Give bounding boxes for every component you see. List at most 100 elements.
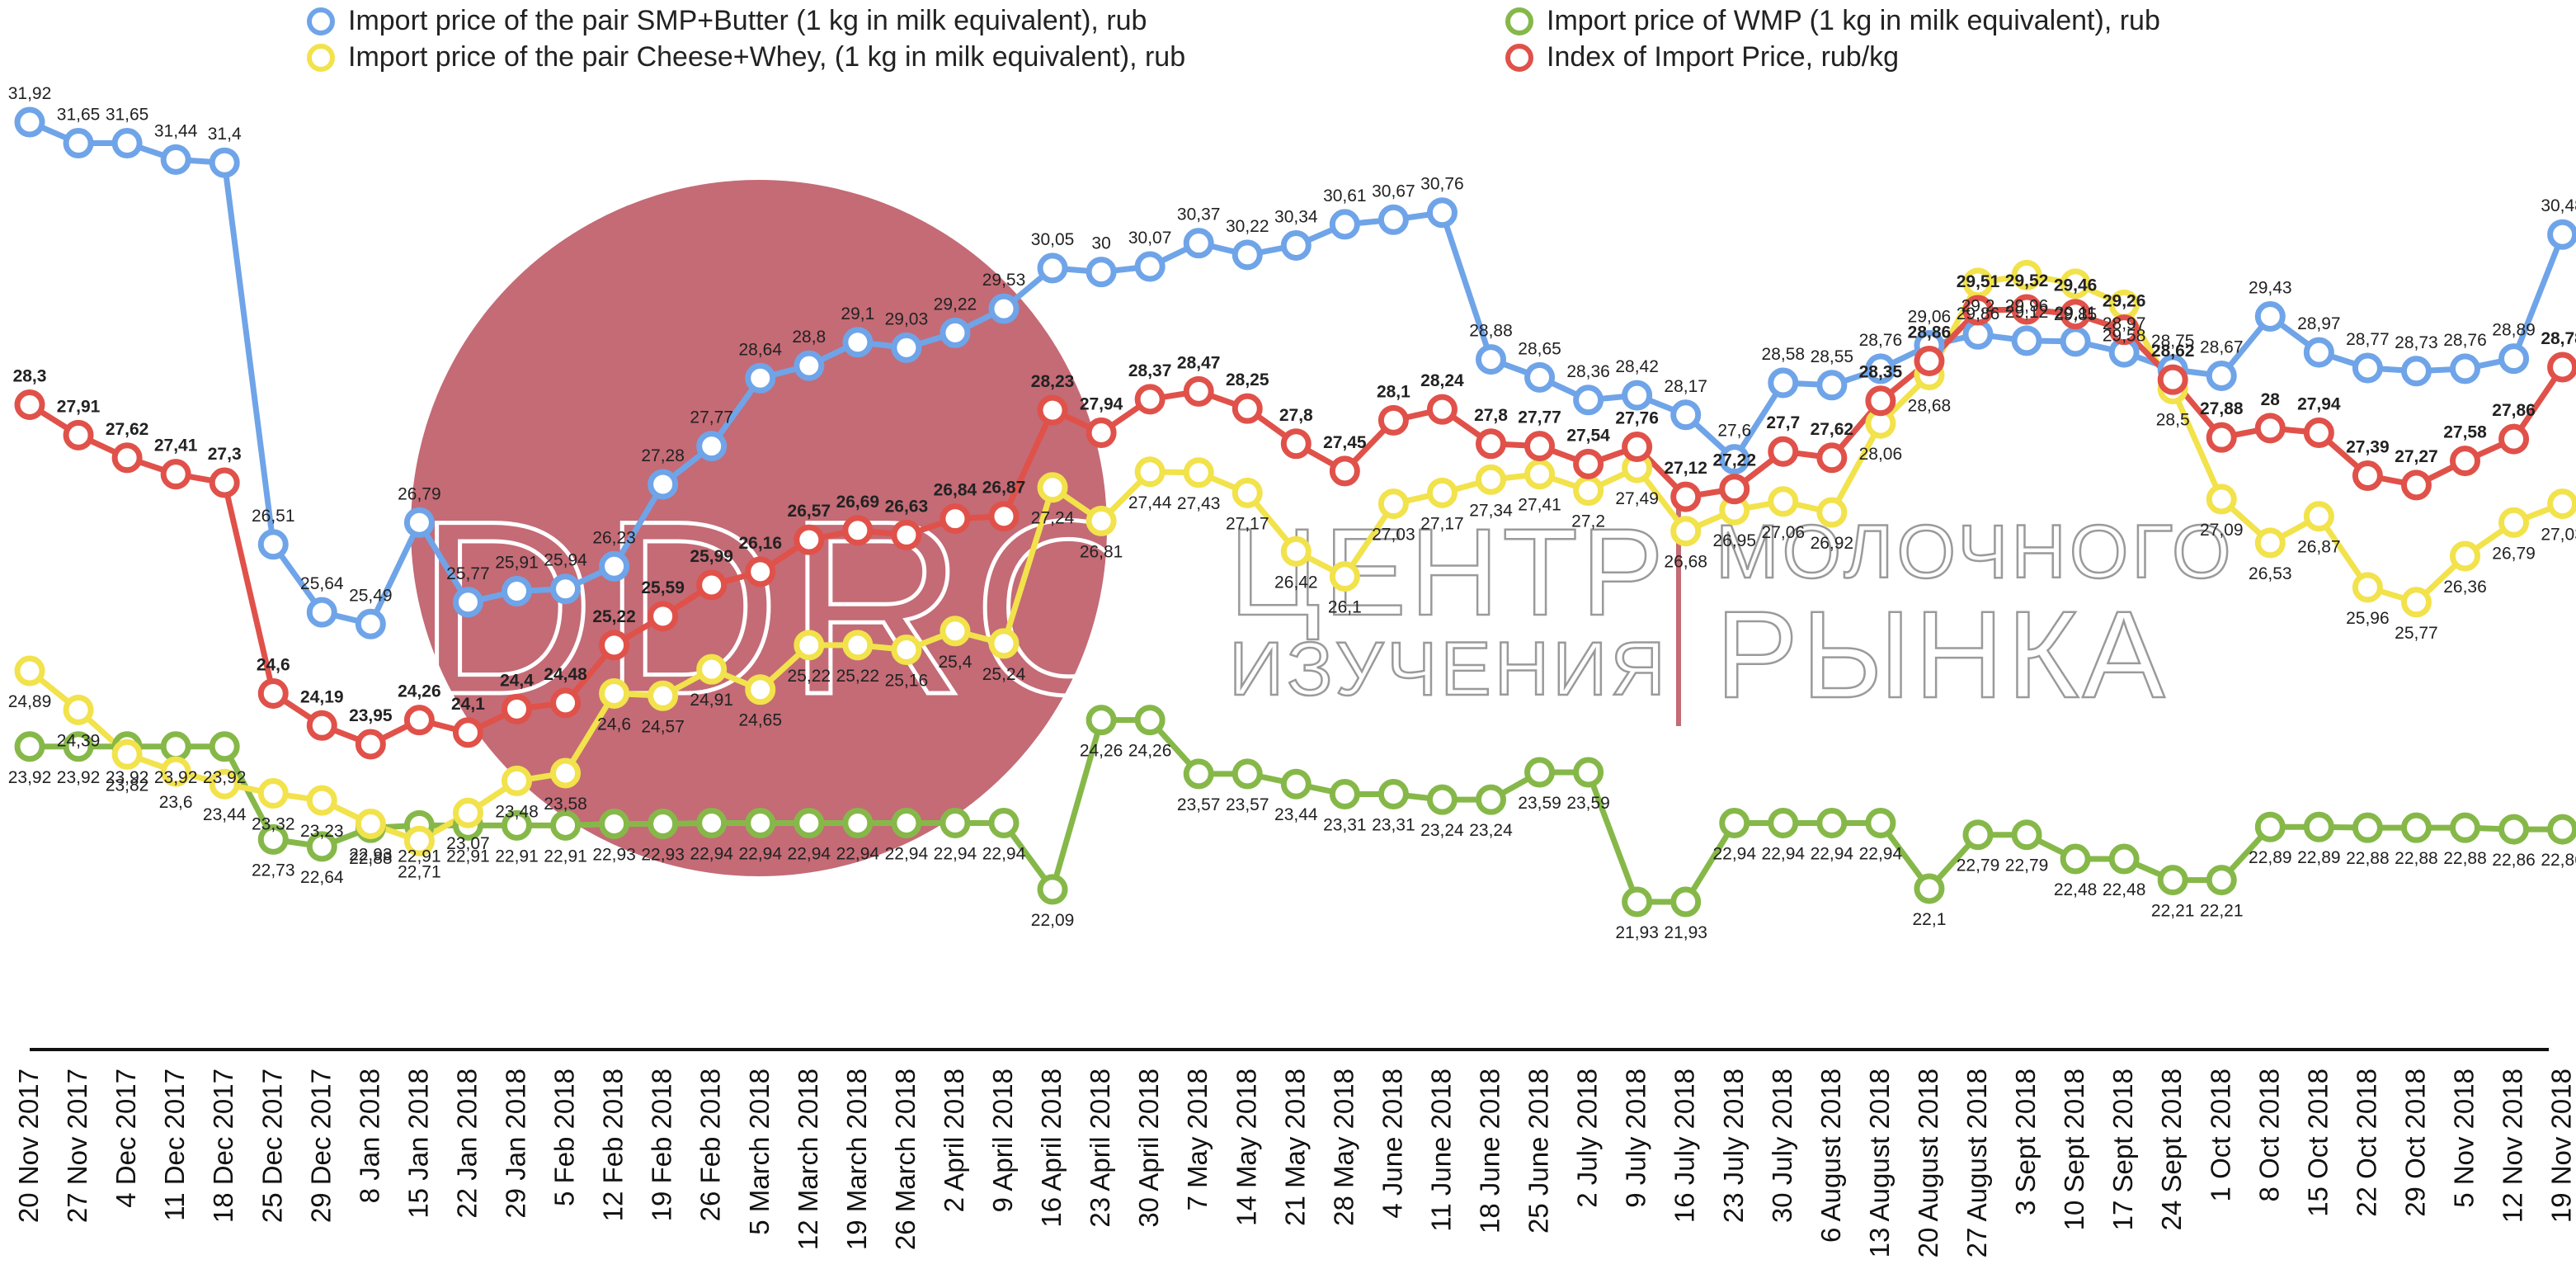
data-point (696, 569, 728, 601)
data-point (2303, 337, 2334, 368)
data-point (1183, 375, 1214, 407)
data-point (1280, 768, 1312, 800)
data-point (794, 350, 825, 381)
x-tick-label: 16 July 2018 (1669, 1069, 1700, 1223)
legend-item-smp-butter: Import price of the pair SMP+Butter (1 k… (307, 5, 1147, 37)
data-point (1622, 886, 1653, 918)
data-label: 25,22 (836, 667, 880, 686)
data-point (550, 573, 582, 605)
data-label: 28,5 (2156, 411, 2190, 430)
data-point (2352, 460, 2383, 492)
data-point (940, 503, 971, 535)
data-point (1622, 380, 1653, 411)
data-point (2547, 488, 2576, 520)
data-label: 28,97 (2103, 314, 2146, 333)
data-point (1768, 367, 1799, 399)
x-tick-label: 13 August 2018 (1864, 1069, 1895, 1257)
data-point (2254, 527, 2286, 559)
data-point (14, 106, 45, 138)
data-label: 22,93 (349, 845, 393, 864)
data-point (696, 808, 728, 839)
data-label: 26,68 (1664, 553, 1707, 572)
legend-marker-icon (307, 7, 335, 35)
data-point (2450, 446, 2480, 477)
data-label: 24,19 (300, 687, 344, 706)
watermark-circle (411, 180, 1107, 876)
data-label: 29,52 (2005, 271, 2049, 290)
data-label: 28,25 (1226, 370, 1269, 389)
data-point (111, 442, 143, 474)
data-label: 28,24 (1420, 371, 1464, 390)
data-point (1768, 436, 1799, 467)
data-point (2254, 413, 2286, 444)
data-label: 31,44 (154, 121, 198, 140)
data-point (988, 501, 1020, 532)
data-point (1134, 705, 1166, 736)
data-point (988, 808, 1020, 839)
data-label: 30 (1091, 234, 1110, 253)
data-point (160, 756, 191, 787)
data-label: 25,49 (349, 586, 393, 605)
data-point (648, 601, 679, 632)
data-label: 28,55 (1811, 347, 1854, 366)
data-point (1524, 757, 1556, 788)
data-label: 27,77 (690, 408, 733, 427)
x-tick-label: 29 Dec 2017 (305, 1069, 336, 1223)
data-point (257, 823, 289, 855)
x-tick-label: 27 Nov 2017 (62, 1069, 92, 1223)
x-tick-label: 5 March 2018 (744, 1069, 775, 1235)
data-point (14, 731, 45, 762)
x-tick-label: 11 Dec 2017 (159, 1069, 190, 1221)
data-label: 24,26 (1080, 742, 1123, 761)
legend-label: Import price of the pair Cheese+Whey, (1… (348, 41, 1186, 73)
data-label: 23,59 (1518, 794, 1561, 813)
watermark-text: ИЗУЧЕНИЯ (1229, 627, 1669, 711)
data-label: 22,88 (2443, 849, 2487, 868)
data-label: 29,26 (2103, 292, 2146, 311)
data-label: 27,86 (2492, 401, 2536, 420)
data-point (794, 630, 825, 661)
data-label: 31,65 (106, 106, 149, 125)
watermark-text: ЦЕНТР (1229, 502, 1667, 641)
data-label: 22,71 (398, 862, 441, 881)
data-point (403, 507, 435, 538)
data-point (940, 317, 971, 348)
data-point (2060, 299, 2091, 330)
data-point (63, 731, 94, 762)
data-label: 28,86 (1908, 323, 1952, 342)
data-point (1231, 393, 1263, 424)
data-label: 25,22 (592, 607, 636, 626)
data-label: 25,22 (788, 667, 831, 686)
x-tick-label: 4 Dec 2017 (111, 1069, 141, 1208)
data-label: 31,92 (8, 84, 52, 103)
data-label: 22,21 (2151, 902, 2195, 921)
data-point (1719, 444, 1750, 475)
data-label: 29,53 (982, 271, 1026, 290)
data-label: 22,94 (690, 845, 733, 864)
data-point (1037, 874, 1068, 905)
data-point (1037, 472, 1068, 503)
data-label: 28,76 (2443, 331, 2487, 350)
data-label: 29,85 (2054, 305, 2098, 324)
data-point (160, 459, 191, 490)
data-label: 22,88 (2395, 849, 2438, 868)
data-label: 25,59 (641, 578, 685, 597)
data-point (1816, 808, 1848, 839)
data-label: 28,42 (1615, 357, 1659, 376)
legend-label: Import price of the pair SMP+Butter (1 k… (348, 5, 1147, 36)
data-point (502, 809, 532, 841)
data-label: 23,24 (1469, 821, 1513, 840)
data-label: 26,57 (788, 502, 831, 521)
data-point (1377, 779, 1409, 810)
data-label: 22,94 (788, 845, 831, 864)
data-label: 27,94 (2297, 395, 2341, 414)
x-tick-label: 6 August 2018 (1815, 1069, 1846, 1243)
x-tick-label: 3 Sept 2018 (2010, 1069, 2041, 1215)
x-tick-label: 4 June 2018 (1377, 1069, 1407, 1219)
data-point (63, 419, 94, 451)
data-point (794, 808, 825, 839)
data-point (1476, 464, 1506, 495)
data-point (2157, 364, 2188, 395)
data-label: 26,84 (934, 481, 977, 500)
x-tick-label: 26 Feb 2018 (695, 1069, 726, 1221)
